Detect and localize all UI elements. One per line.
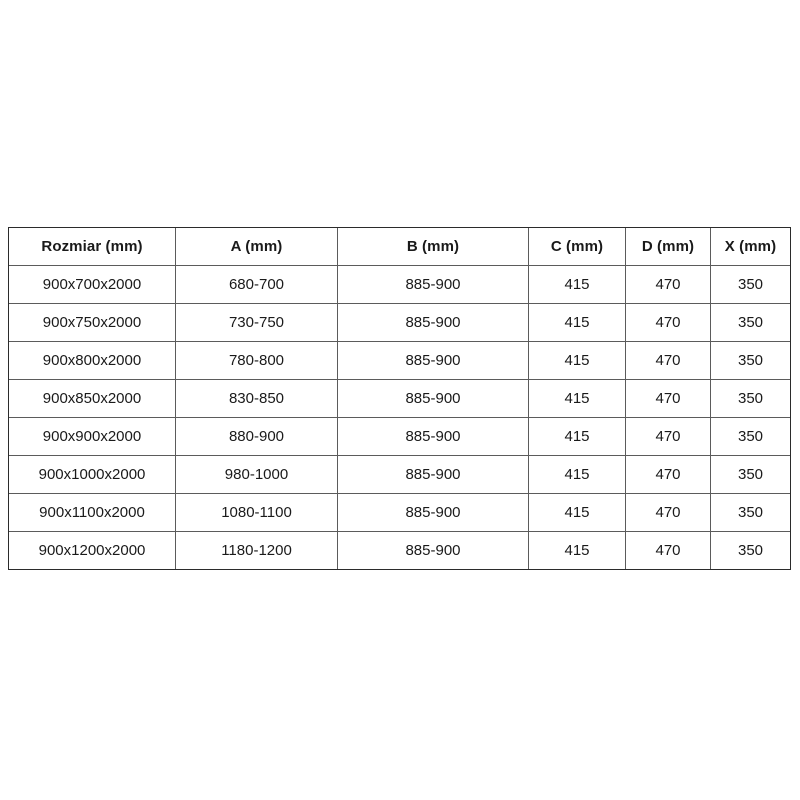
cell-b: 885-900 [337,341,529,380]
column-header-x: X (mm) [710,227,791,266]
cell-a: 1180-1200 [175,531,338,570]
cell-a: 730-750 [175,303,338,342]
cell-c: 415 [528,531,626,570]
cell-x: 350 [710,455,791,494]
cell-c: 415 [528,455,626,494]
cell-b: 885-900 [337,493,529,532]
cell-x: 350 [710,265,791,304]
column-header-a: A (mm) [175,227,338,266]
table-row: 900x700x2000 680-700 885-900 415 470 350 [8,265,791,304]
cell-b: 885-900 [337,417,529,456]
cell-c: 415 [528,379,626,418]
cell-c: 415 [528,341,626,380]
cell-a: 830-850 [175,379,338,418]
table-row: 900x900x2000 880-900 885-900 415 470 350 [8,417,791,456]
cell-b: 885-900 [337,379,529,418]
cell-d: 470 [625,379,711,418]
column-header-d: D (mm) [625,227,711,266]
table-header-row: Rozmiar (mm) A (mm) B (mm) C (mm) D (mm) X (m… [8,227,791,266]
table-row: 900x800x2000 780-800 885-900 415 470 350 [8,341,791,380]
cell-d: 470 [625,265,711,304]
cell-b: 885-900 [337,303,529,342]
cell-d: 470 [625,531,711,570]
dimensions-table: Rozmiar (mm) A (mm) B (mm) C (mm) D (mm) X (m… [8,227,791,570]
cell-d: 470 [625,417,711,456]
cell-c: 415 [528,417,626,456]
cell-b: 885-900 [337,455,529,494]
cell-a: 980-1000 [175,455,338,494]
cell-rozmiar: 900x900x2000 [8,417,176,456]
cell-rozmiar: 900x1200x2000 [8,531,176,570]
cell-x: 350 [710,303,791,342]
dimensions-table-container: Rozmiar (mm) A (mm) B (mm) C (mm) D (mm) X (m… [8,227,791,570]
cell-rozmiar: 900x850x2000 [8,379,176,418]
cell-c: 415 [528,265,626,304]
table-row: 900x1000x2000 980-1000 885-900 415 470 350 [8,455,791,494]
cell-rozmiar: 900x700x2000 [8,265,176,304]
table-header: Rozmiar (mm) A (mm) B (mm) C (mm) D (mm) X (m… [8,227,791,266]
cell-a: 880-900 [175,417,338,456]
cell-x: 350 [710,493,791,532]
cell-d: 470 [625,303,711,342]
table-row: 900x750x2000 730-750 885-900 415 470 350 [8,303,791,342]
cell-x: 350 [710,379,791,418]
table-body: 900x700x2000 680-700 885-900 415 470 350 900x7… [8,265,791,570]
cell-rozmiar: 900x750x2000 [8,303,176,342]
cell-a: 680-700 [175,265,338,304]
table-row: 900x1100x2000 1080-1100 885-900 415 470 350 [8,493,791,532]
cell-c: 415 [528,303,626,342]
table-row: 900x850x2000 830-850 885-900 415 470 350 [8,379,791,418]
cell-c: 415 [528,493,626,532]
column-header-rozmiar: Rozmiar (mm) [8,227,176,266]
cell-a: 1080-1100 [175,493,338,532]
cell-d: 470 [625,493,711,532]
column-header-c: C (mm) [528,227,626,266]
cell-rozmiar: 900x800x2000 [8,341,176,380]
cell-rozmiar: 900x1100x2000 [8,493,176,532]
cell-d: 470 [625,455,711,494]
cell-b: 885-900 [337,531,529,570]
cell-a: 780-800 [175,341,338,380]
column-header-b: B (mm) [337,227,529,266]
cell-d: 470 [625,341,711,380]
cell-x: 350 [710,341,791,380]
cell-x: 350 [710,417,791,456]
cell-x: 350 [710,531,791,570]
table-row: 900x1200x2000 1180-1200 885-900 415 470 350 [8,531,791,570]
cell-rozmiar: 900x1000x2000 [8,455,176,494]
cell-b: 885-900 [337,265,529,304]
